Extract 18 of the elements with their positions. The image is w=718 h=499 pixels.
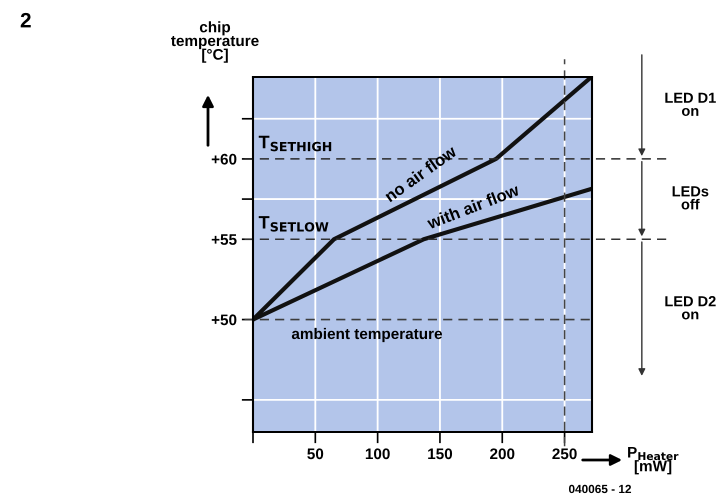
y-tick-label: +60 [212,154,236,165]
x-tick-label: 250 [552,448,577,460]
x-tick-label: 200 [490,448,514,460]
text: LEDs off [672,186,708,210]
x-tick-label: 150 [428,448,452,460]
ref-line-label: ambient temperature [292,328,442,342]
text: 2 [20,12,31,28]
y-axis-title: chip temperature [°C] [171,21,259,63]
ref-line-label: T$_{SETHIGH}$ [258,136,332,152]
y-tick-label: +50 [212,314,236,326]
text: LED D2 on [665,296,716,320]
y-tick-label: +55 [212,234,237,245]
ref-line-label: T$_{SETLOW}$ [258,216,328,232]
text: 040065 - 12 [568,484,632,494]
x-tick-label: 50 [307,448,324,460]
text: LED D1 on [665,92,716,116]
x-tick-label: 100 [366,448,390,460]
x-axis-title: P$_{Heater}$ [mW] [628,446,678,474]
